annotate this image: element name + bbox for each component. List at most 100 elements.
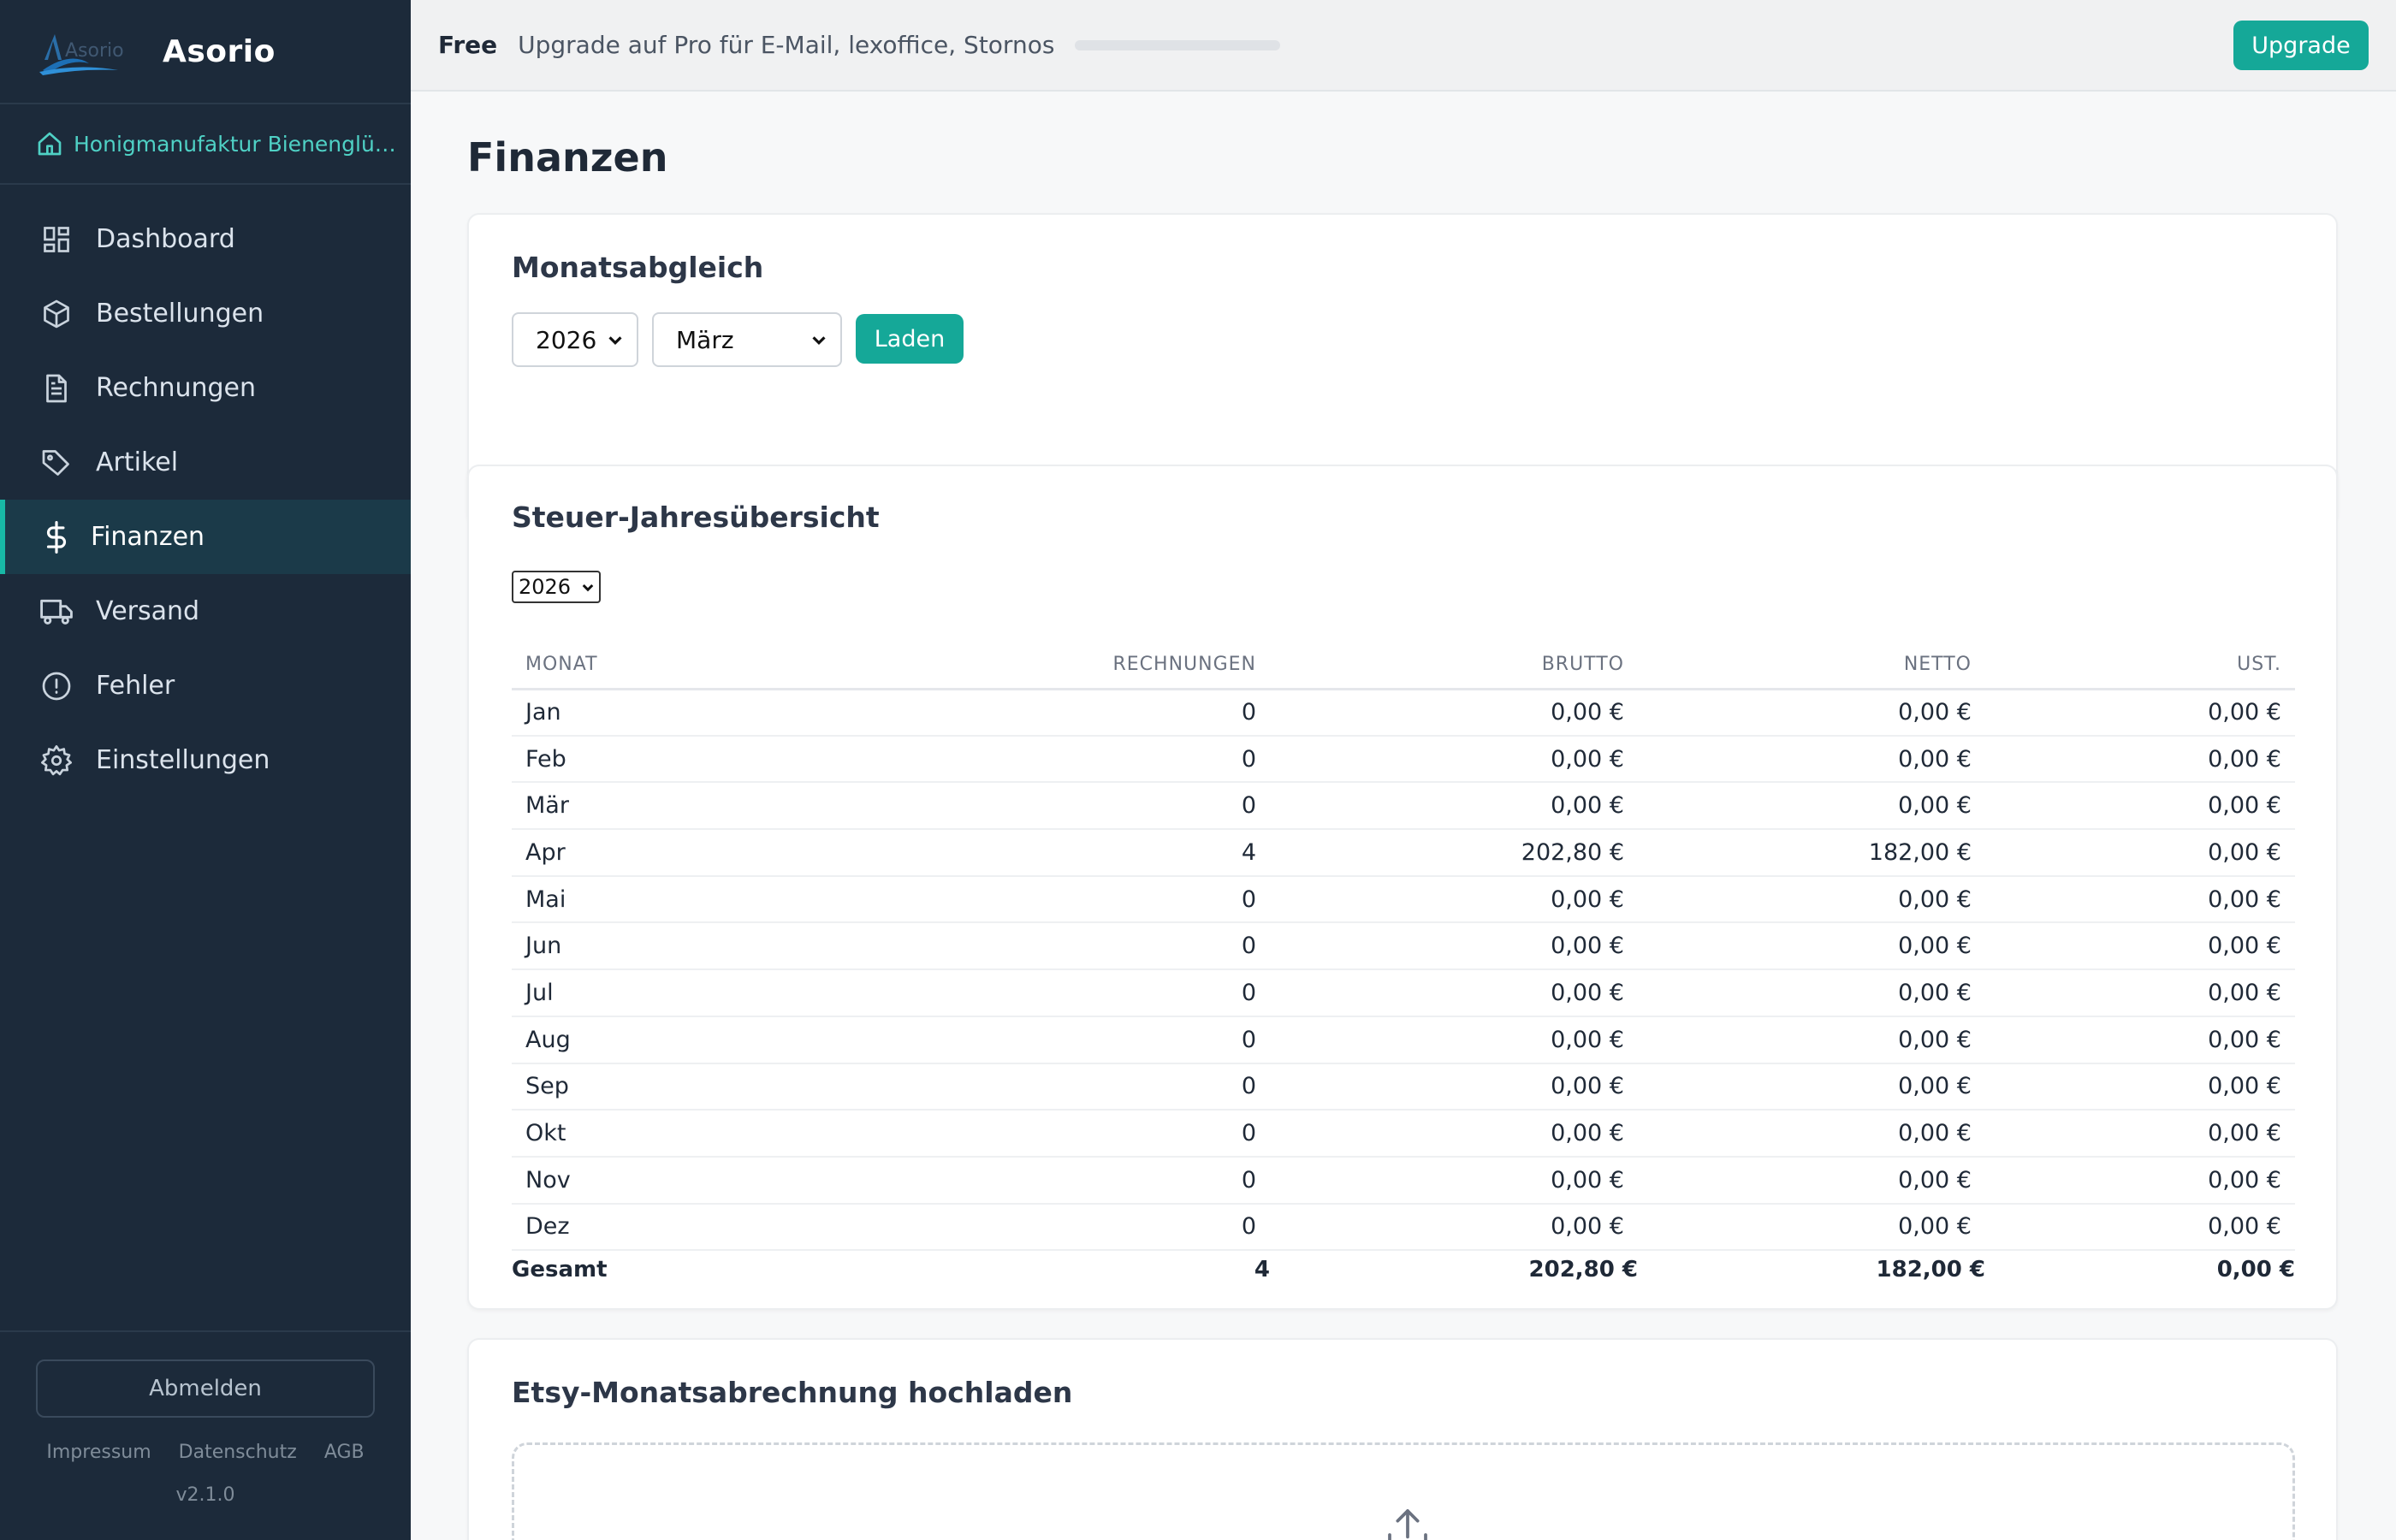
month-cell: Jan <box>512 689 888 737</box>
year-select-value: 2026 <box>536 325 597 354</box>
chevron-down-icon <box>608 336 622 346</box>
value-cell: 0 <box>888 1203 1270 1252</box>
value-cell: 0,00 € <box>1985 782 2295 831</box>
column-header: RECHNUNGEN <box>888 641 1270 690</box>
value-cell: 0,00 € <box>1985 1156 2295 1205</box>
topbar: Free Upgrade auf Pro für E-Mail, lexoffi… <box>411 0 2396 92</box>
value-cell: 0,00 € <box>1638 735 1985 784</box>
value-cell: 0,00 € <box>1985 735 2295 784</box>
column-header: MONAT <box>512 641 888 690</box>
etsy-upload-title: Etsy-Monatsabrechnung hochladen <box>512 1376 1073 1409</box>
value-cell: 0,00 € <box>1270 922 1638 971</box>
value-cell: 0 <box>888 735 1270 784</box>
value-cell: 0,00 € <box>1638 689 1985 737</box>
sidebar-item-artikel[interactable]: Artikel <box>0 425 411 500</box>
value-cell: 0,00 € <box>1985 689 2295 737</box>
total-cell: 0,00 € <box>2216 1256 2295 1282</box>
company-selector[interactable]: Honigmanufaktur Bienenglü… <box>0 104 411 185</box>
sidebar-item-label: Artikel <box>96 447 179 477</box>
month-cell: Mai <box>512 875 888 924</box>
month-cell: Feb <box>512 735 888 784</box>
logout-button[interactable]: Abmelden <box>36 1359 375 1418</box>
value-cell: 0,00 € <box>1638 1156 1985 1205</box>
value-cell: 0 <box>888 689 1270 737</box>
svg-text:Asorio: Asorio <box>65 40 124 62</box>
jahresuebersicht-title: Steuer-Jahresübersicht <box>512 500 880 534</box>
value-cell: 0 <box>888 875 1270 924</box>
sidebar-footer: Abmelden Impressum Datenschutz AGB v2.1.… <box>0 1330 411 1540</box>
sidebar-item-versand[interactable]: Versand <box>0 574 411 649</box>
value-cell: 0,00 € <box>1638 922 1985 971</box>
table-total-row: Gesamt 4 202,80 € 182,00 € 0,00 € <box>512 1250 2295 1288</box>
page-title: Finanzen <box>467 134 668 181</box>
sidebar-item-label: Rechnungen <box>96 373 257 403</box>
value-cell: 0,00 € <box>1270 689 1638 737</box>
total-cell: 4 <box>1254 1256 1270 1282</box>
plan-badge: Free <box>438 31 498 59</box>
sidebar-item-finanzen[interactable]: Finanzen <box>0 500 411 574</box>
value-cell: 0,00 € <box>1270 969 1638 1017</box>
upgrade-hint: Upgrade auf Pro für E-Mail, lexoffice, S… <box>518 31 1055 59</box>
sidebar-item-bestellungen[interactable]: Bestellungen <box>0 276 411 351</box>
total-cell: 182,00 € <box>1876 1256 1985 1282</box>
sidebar-item-label: Bestellungen <box>96 299 264 329</box>
month-cell: Apr <box>512 829 888 877</box>
value-cell: 0,00 € <box>1985 1016 2295 1064</box>
month-cell: Dez <box>512 1203 888 1252</box>
tag-icon <box>39 446 74 480</box>
table-row: Jan 0 0,00 €0,00 €0,00 € <box>512 689 2295 737</box>
agb-link[interactable]: AGB <box>323 1442 365 1463</box>
month-select[interactable]: März <box>652 312 842 367</box>
value-cell: 0,00 € <box>1985 1063 2295 1111</box>
total-cell: 202,80 € <box>1528 1256 1638 1282</box>
value-cell: 0,00 € <box>1270 782 1638 831</box>
value-cell: 0,00 € <box>1270 1063 1638 1111</box>
value-cell: 202,80 € <box>1270 829 1638 877</box>
datenschutz-link[interactable]: Datenschutz <box>178 1442 297 1463</box>
table-row: Nov 0 0,00 €0,00 €0,00 € <box>512 1156 2295 1205</box>
value-cell: 0,00 € <box>1270 1110 1638 1158</box>
value-cell: 0,00 € <box>1638 1016 1985 1064</box>
impressum-link[interactable]: Impressum <box>46 1442 151 1463</box>
chevron-down-icon <box>812 336 826 346</box>
home-icon <box>38 132 62 156</box>
upload-dropzone[interactable] <box>512 1442 2295 1540</box>
value-cell: 0,00 € <box>1985 969 2295 1017</box>
month-cell: Sep <box>512 1063 888 1111</box>
sidebar-item-dashboard[interactable]: Dashboard <box>0 202 411 276</box>
year-select[interactable]: 2026 <box>512 312 638 367</box>
footer-links: Impressum Datenschutz AGB <box>0 1442 411 1463</box>
month-cell: Aug <box>512 1016 888 1064</box>
sidebar-item-label: Dashboard <box>96 224 235 254</box>
table-row: Jun 0 0,00 €0,00 €0,00 € <box>512 922 2295 971</box>
month-cell: Mär <box>512 782 888 831</box>
upload-icon <box>1388 1509 1427 1540</box>
main-content: Finanzen Monatsabgleich 2026 März Laden … <box>411 92 2396 1540</box>
sidebar-item-einstellungen[interactable]: Einstellungen <box>0 723 411 797</box>
overview-year-select[interactable]: 2026 <box>512 571 601 603</box>
upgrade-button[interactable]: Upgrade <box>2233 21 2369 70</box>
load-button[interactable]: Laden <box>856 314 964 364</box>
value-cell: 0 <box>888 1110 1270 1158</box>
value-cell: 0,00 € <box>1270 1016 1638 1064</box>
table-row: Mär 0 0,00 €0,00 €0,00 € <box>512 782 2295 831</box>
sidebar-item-rechnungen[interactable]: Rechnungen <box>0 351 411 425</box>
overview-year-value: 2026 <box>519 575 572 599</box>
month-cell: Okt <box>512 1110 888 1158</box>
value-cell: 4 <box>888 829 1270 877</box>
sidebar-item-fehler[interactable]: Fehler <box>0 649 411 723</box>
table-row: Jul 0 0,00 €0,00 €0,00 € <box>512 969 2295 1017</box>
table-row: Dez 0 0,00 €0,00 €0,00 € <box>512 1203 2295 1252</box>
value-cell: 0,00 € <box>1985 829 2295 877</box>
total-label: Gesamt <box>512 1256 608 1282</box>
table-row: Sep 0 0,00 €0,00 €0,00 € <box>512 1063 2295 1111</box>
brand-name: Asorio <box>163 33 276 69</box>
brand[interactable]: Asorio Asorio <box>0 0 411 104</box>
company-name: Honigmanufaktur Bienenglü… <box>74 131 396 157</box>
sidebar: Asorio Asorio Honigmanufaktur Bienenglü…… <box>0 0 411 1540</box>
tax-overview-table: MONAT RECHNUNGEN BRUTTO NETTO UST. Jan 0 0… <box>512 641 2295 1288</box>
month-cell: Nov <box>512 1156 888 1205</box>
dollar-icon <box>39 520 74 554</box>
value-cell: 0,00 € <box>1638 1110 1985 1158</box>
sidebar-item-label: Fehler <box>96 671 175 701</box>
